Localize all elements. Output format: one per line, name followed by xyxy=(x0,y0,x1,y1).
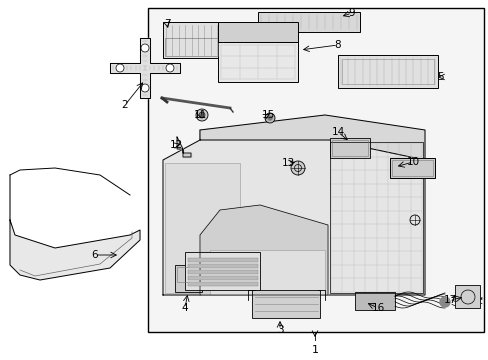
Bar xyxy=(329,138,369,158)
Text: 12: 12 xyxy=(169,140,182,150)
Bar xyxy=(389,158,434,178)
Bar xyxy=(391,160,432,176)
Text: 8: 8 xyxy=(334,40,341,50)
Bar xyxy=(354,292,394,310)
Polygon shape xyxy=(110,38,180,98)
Text: 1: 1 xyxy=(311,345,318,355)
Bar xyxy=(209,250,325,295)
Text: 11: 11 xyxy=(193,110,206,120)
Polygon shape xyxy=(10,175,140,280)
Bar xyxy=(164,38,218,56)
Text: 9: 9 xyxy=(348,8,355,18)
Circle shape xyxy=(141,84,149,92)
Bar xyxy=(177,267,200,282)
Bar xyxy=(341,59,433,84)
Text: 4: 4 xyxy=(182,303,188,313)
Circle shape xyxy=(290,161,305,175)
Polygon shape xyxy=(163,125,424,295)
Bar xyxy=(258,12,359,32)
Text: 7: 7 xyxy=(163,19,170,29)
Polygon shape xyxy=(200,115,424,160)
Bar xyxy=(175,265,202,292)
Polygon shape xyxy=(177,137,191,157)
Bar xyxy=(148,8,483,332)
Bar xyxy=(454,285,479,308)
Text: 16: 16 xyxy=(370,303,384,313)
Text: 13: 13 xyxy=(281,158,294,168)
Bar xyxy=(187,276,258,280)
Bar xyxy=(329,142,422,293)
Text: 5: 5 xyxy=(436,72,443,82)
Bar xyxy=(331,140,367,156)
Circle shape xyxy=(264,113,274,123)
Text: 2: 2 xyxy=(122,100,128,110)
Bar xyxy=(337,55,437,88)
Bar xyxy=(218,22,297,42)
Bar xyxy=(164,163,240,293)
Polygon shape xyxy=(200,205,327,295)
Circle shape xyxy=(141,44,149,52)
Bar xyxy=(187,258,258,262)
Text: 15: 15 xyxy=(261,110,274,120)
Circle shape xyxy=(165,64,174,72)
Bar xyxy=(163,22,220,58)
Bar xyxy=(187,270,258,274)
Circle shape xyxy=(116,64,124,72)
Text: 14: 14 xyxy=(331,127,344,137)
Bar xyxy=(187,282,258,286)
Bar xyxy=(184,252,260,290)
Circle shape xyxy=(439,297,449,307)
Bar xyxy=(218,22,297,82)
Bar xyxy=(251,290,319,318)
Text: 3: 3 xyxy=(276,325,283,335)
Circle shape xyxy=(199,112,204,118)
Text: 17: 17 xyxy=(443,295,456,305)
Bar xyxy=(187,264,258,268)
Text: 6: 6 xyxy=(92,250,98,260)
Circle shape xyxy=(267,116,271,120)
Text: 10: 10 xyxy=(406,157,419,167)
Circle shape xyxy=(196,109,207,121)
